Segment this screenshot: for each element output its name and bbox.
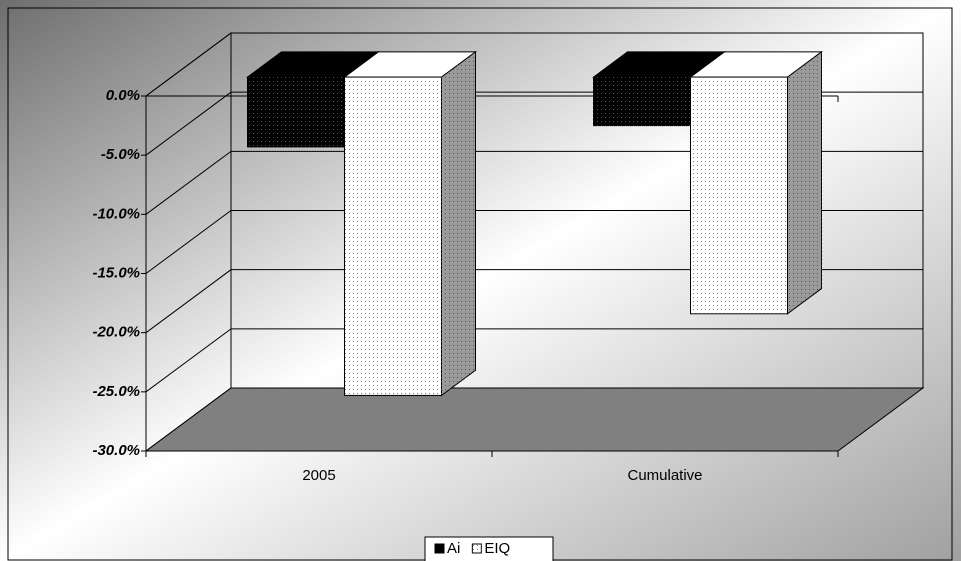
grid-line	[145, 328, 923, 393]
legend-box	[424, 536, 554, 561]
y-tick-label: -25.0%	[92, 383, 140, 400]
x-tick-label: 2005	[302, 467, 335, 484]
y-tick-label: -5.0%	[101, 146, 140, 163]
bar-side-dots	[787, 51, 822, 314]
grid-line	[145, 32, 923, 97]
y-tick-label: -15.0%	[92, 264, 140, 281]
legend-label: EIQ	[484, 540, 510, 557]
y-tick-label: 0.0%	[106, 87, 140, 104]
legend-swatch	[434, 543, 445, 554]
bar-dots	[593, 77, 691, 126]
floor	[144, 387, 925, 452]
x-tick-label: Cumulative	[627, 467, 702, 484]
bar-dots	[247, 77, 345, 147]
bar-side-dots	[441, 51, 476, 396]
y-tick-label: -10.0%	[92, 205, 140, 222]
y-tick-label: -30.0%	[92, 442, 140, 459]
y-tick-label: -20.0%	[92, 324, 140, 341]
bar-dots	[344, 77, 442, 396]
legend-label: Ai	[447, 540, 460, 557]
legend-swatch-dots	[472, 544, 482, 553]
bar-dots	[690, 77, 788, 314]
